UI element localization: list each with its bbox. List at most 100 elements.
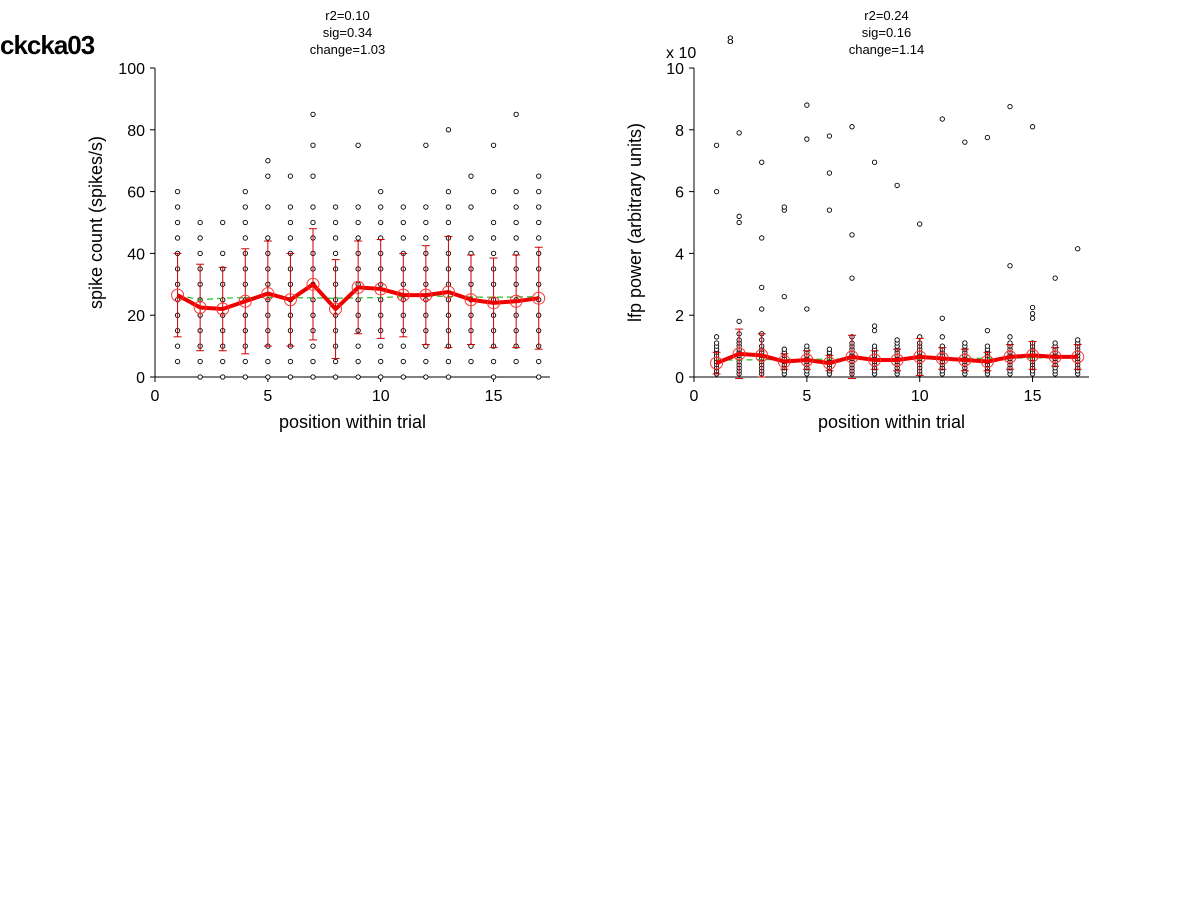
mean-marker: [845, 350, 859, 364]
data-point: [468, 173, 474, 179]
mean-marker: [822, 356, 836, 370]
data-point: [1007, 263, 1013, 269]
y-tick-label: 100: [118, 61, 145, 78]
data-point: [1029, 124, 1036, 130]
data-point: [310, 204, 316, 210]
data-point: [490, 250, 497, 257]
data-point: [197, 358, 203, 365]
data-point: [355, 343, 361, 349]
data-point: [1029, 315, 1036, 321]
y-tick-label: 2: [675, 308, 684, 325]
data-point: [804, 102, 810, 108]
x-axis-label: position within trial: [818, 412, 965, 432]
mean-marker: [958, 353, 972, 367]
stats-line: r2=0.10: [325, 8, 369, 23]
data-point: [287, 358, 294, 365]
data-point: [310, 219, 316, 226]
mean-marker: [777, 355, 791, 369]
mean-marker: [913, 350, 927, 364]
data-point: [490, 188, 497, 195]
data-point: [984, 343, 991, 349]
stats-line: change=1.03: [310, 42, 386, 57]
stats-line: sig=0.16: [862, 25, 912, 40]
data-point: [174, 235, 181, 241]
data-point: [849, 232, 855, 238]
data-point: [378, 188, 384, 195]
mean-marker: [1071, 350, 1085, 364]
data-point: [1029, 304, 1036, 311]
data-point: [759, 306, 765, 312]
data-point: [332, 204, 339, 210]
y-tick-label: 8: [675, 123, 684, 140]
data-point: [468, 235, 474, 241]
y-axis-label: lfp power (arbitrary units): [625, 123, 645, 322]
data-point: [423, 358, 429, 365]
data-point: [332, 358, 339, 365]
data-point: [265, 173, 271, 179]
stats-line: change=1.14: [849, 42, 925, 57]
data-point: [265, 235, 271, 241]
data-point: [197, 374, 203, 380]
mean-marker: [171, 288, 185, 302]
data-point: [197, 219, 203, 226]
data-point: [513, 235, 519, 241]
data-point: [984, 134, 991, 141]
data-point: [1029, 311, 1036, 317]
data-point: [871, 327, 878, 334]
mean-marker: [1026, 348, 1040, 362]
data-point: [445, 127, 452, 133]
data-point: [174, 188, 181, 195]
mean-marker: [351, 280, 365, 294]
data-point: [287, 374, 294, 380]
data-point: [355, 358, 361, 365]
mean-marker: [710, 356, 724, 370]
data-point: [174, 204, 181, 210]
data-point: [400, 204, 406, 210]
data-point: [423, 374, 429, 380]
data-point: [490, 235, 497, 241]
data-point: [939, 116, 945, 122]
data-point: [513, 219, 519, 226]
x-tick-label: 0: [151, 388, 160, 405]
mean-marker: [890, 353, 904, 367]
data-point: [265, 358, 271, 365]
data-point: [468, 358, 474, 365]
data-point: [310, 173, 316, 179]
data-point: [378, 343, 384, 349]
data-point: [423, 219, 429, 226]
data-point: [490, 374, 497, 380]
data-point: [400, 219, 406, 226]
data-point: [871, 323, 878, 329]
mean-marker: [1048, 350, 1062, 364]
data-point: [781, 294, 787, 300]
data-point: [513, 358, 519, 365]
data-point: [355, 204, 361, 210]
data-point: [513, 204, 519, 210]
data-point: [536, 188, 542, 195]
data-point: [423, 235, 429, 241]
x-axis-label: position within trial: [279, 412, 426, 432]
x-tick-label: 15: [1024, 388, 1042, 405]
chart-panel-left: r2=0.10 sig=0.34 change=1.03 0 5 10 15 0 20 40 60 8…: [86, 8, 550, 432]
data-point: [826, 133, 833, 139]
mean-marker: [283, 293, 297, 307]
data-point: [242, 358, 248, 365]
data-point: [536, 374, 542, 380]
mean-marker: [935, 351, 949, 365]
data-point: [713, 334, 720, 340]
data-point: [378, 204, 384, 210]
data-point: [1007, 334, 1013, 340]
data-point: [355, 142, 361, 148]
x-tick-label: 10: [911, 388, 929, 405]
data-point: [220, 250, 226, 257]
mean-marker: [396, 288, 410, 302]
data-point: [984, 327, 991, 334]
data-point: [781, 204, 787, 210]
mean-marker: [980, 355, 994, 369]
x-tick-label: 5: [802, 388, 811, 405]
stats-line: sig=0.34: [323, 25, 373, 40]
data-point: [400, 343, 406, 349]
y-tick-label: 4: [675, 246, 684, 263]
mean-marker: [464, 293, 478, 307]
x-tick-label: 0: [690, 388, 699, 405]
